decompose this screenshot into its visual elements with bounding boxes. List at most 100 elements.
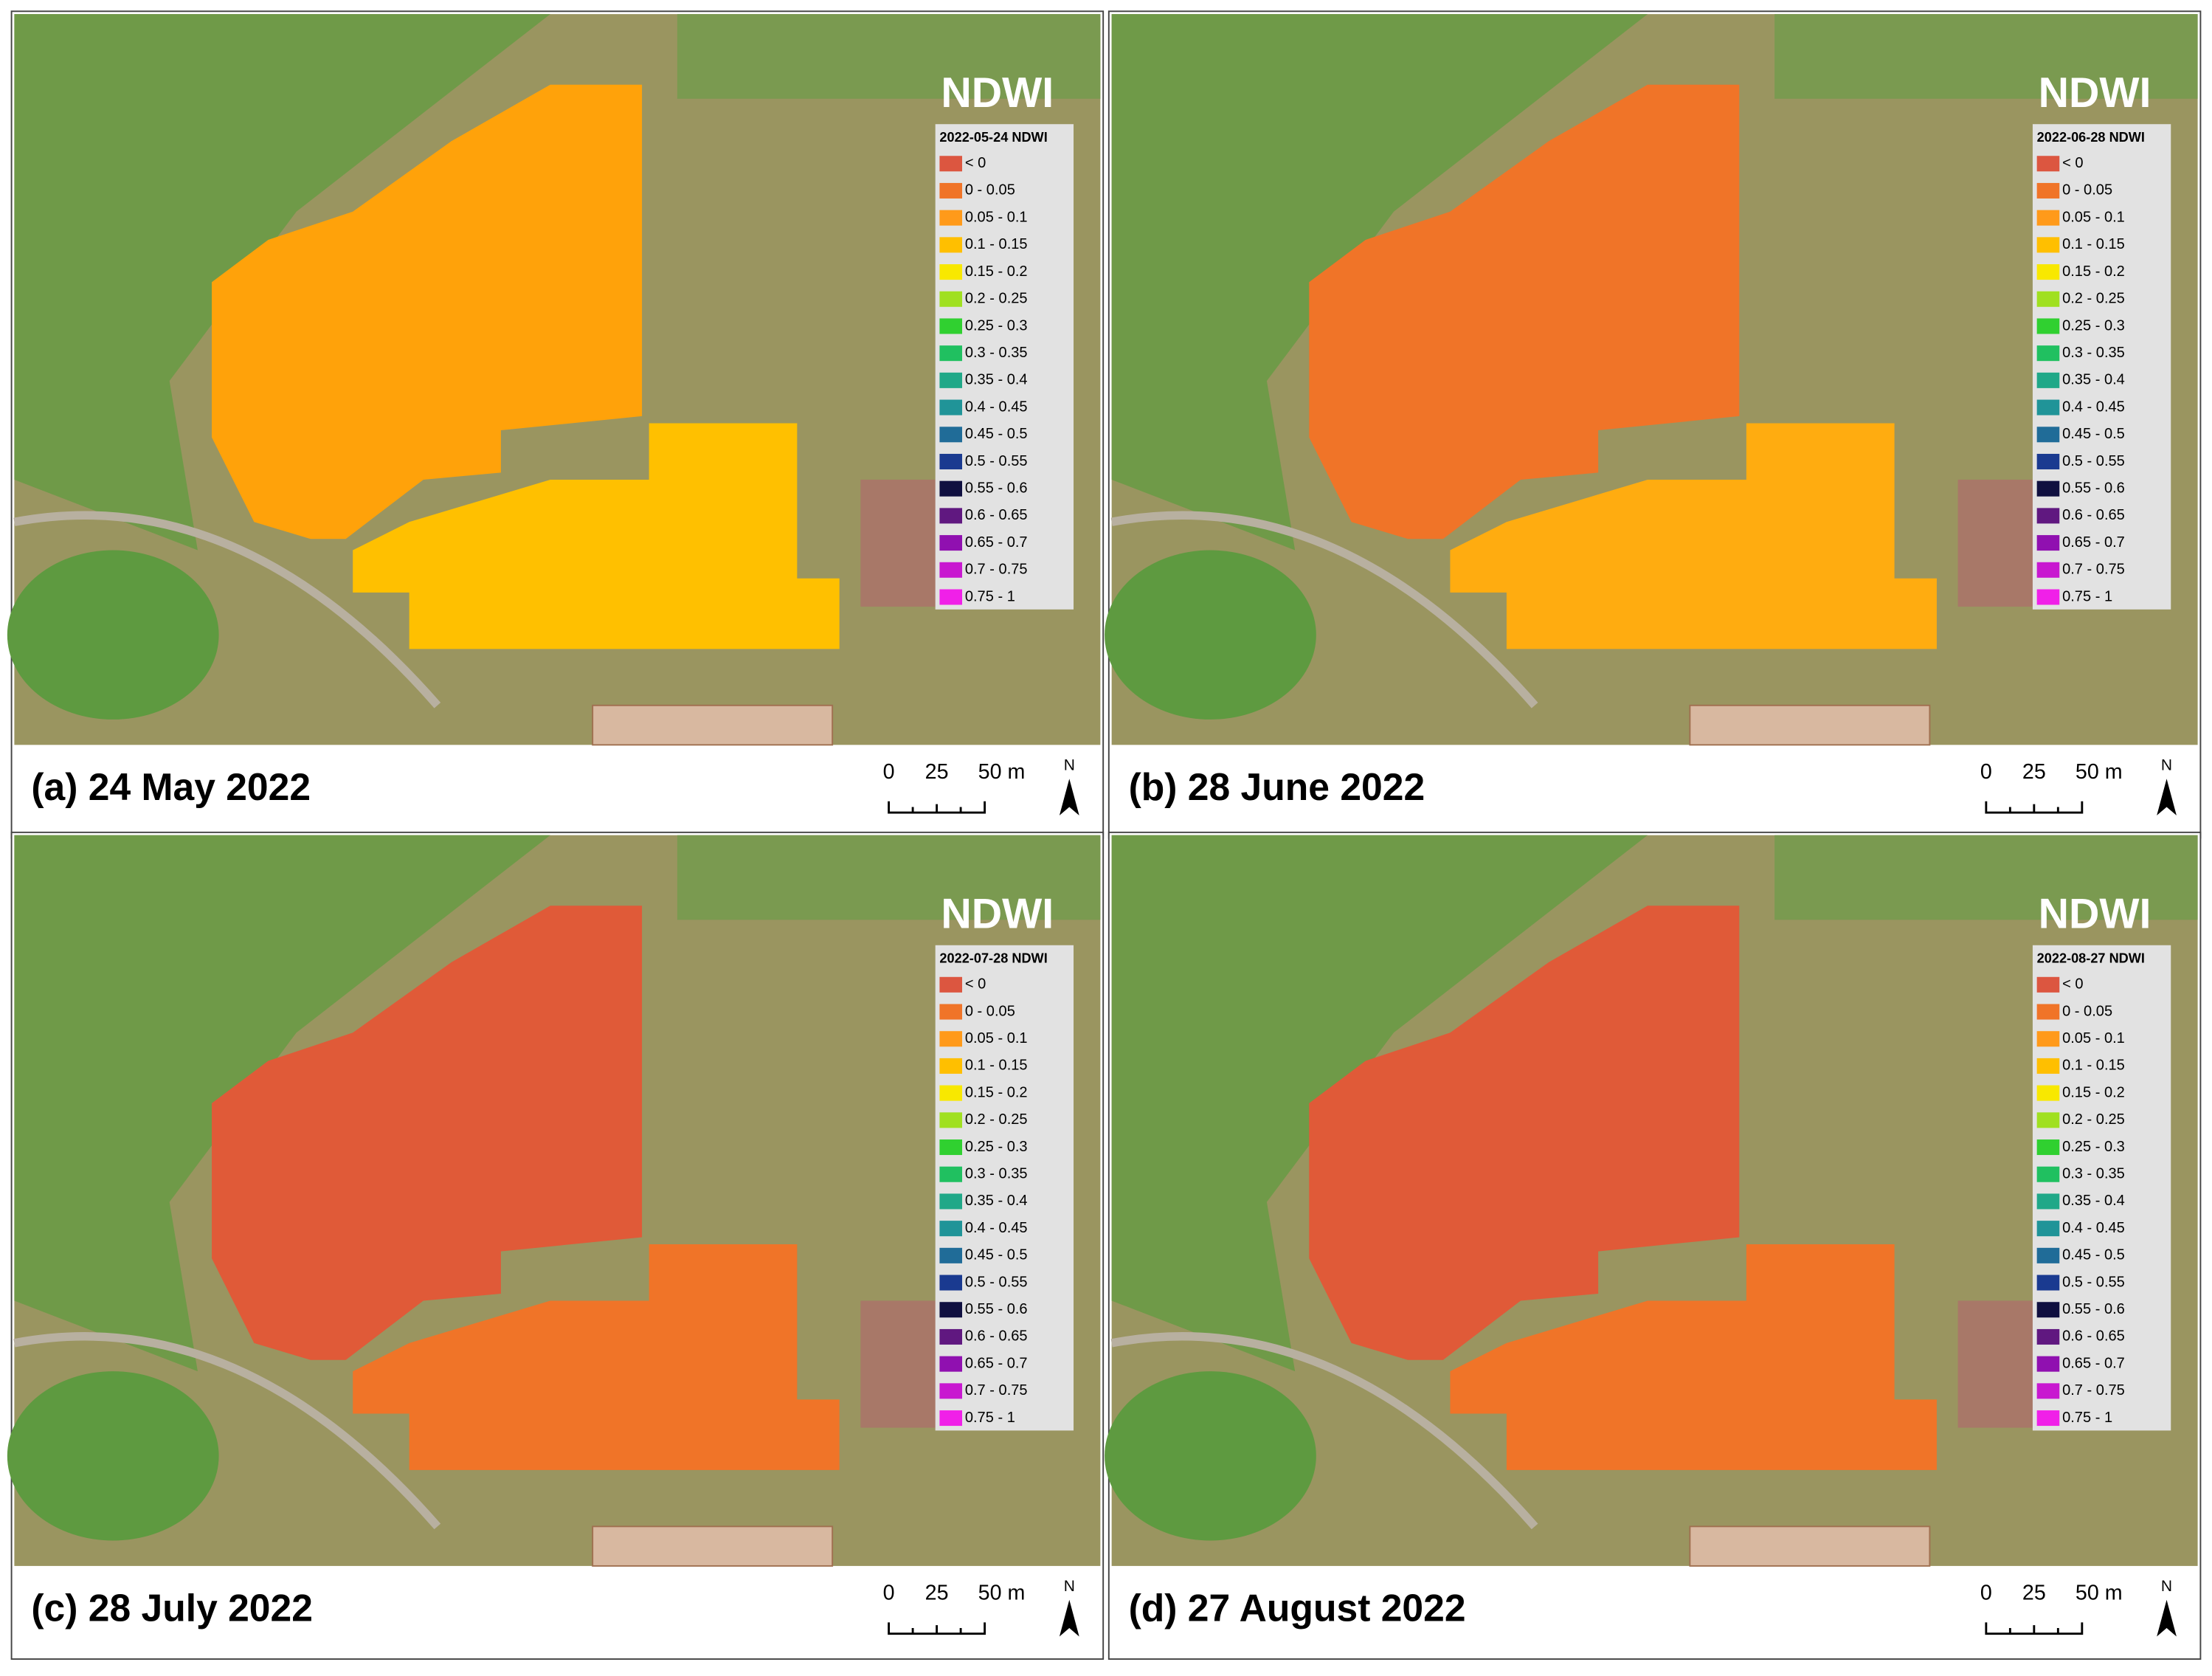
legend-label: 0.45 - 0.5 — [965, 1247, 1028, 1263]
legend-swatch — [2036, 589, 2060, 605]
legend-swatch — [2036, 453, 2060, 469]
north-arrow — [1059, 1599, 1079, 1637]
legend-label: 0.15 - 0.2 — [2062, 263, 2125, 280]
legend-label: 0.3 - 0.35 — [2062, 1166, 2125, 1182]
legend-box — [935, 124, 1074, 610]
legend-swatch — [2036, 1112, 2060, 1128]
legend-label: 0.55 - 0.6 — [2062, 1301, 2125, 1317]
legend-label: < 0 — [2062, 976, 2083, 993]
scale-bar — [888, 801, 986, 814]
legend-swatch — [2036, 1085, 2060, 1101]
north-label: N — [1064, 757, 1075, 774]
north-label: N — [1064, 1578, 1075, 1595]
legend-label: 0.2 - 0.25 — [965, 1111, 1028, 1128]
legend-box — [2032, 945, 2171, 1431]
legend-swatch — [939, 1383, 963, 1399]
scale-bar — [888, 1622, 986, 1635]
legend-label: 0.7 - 0.75 — [965, 562, 1028, 578]
legend-label: 0.2 - 0.25 — [2062, 291, 2125, 307]
legend-swatch — [2036, 318, 2060, 334]
legend-label: 0.45 - 0.5 — [965, 426, 1028, 442]
north-arrow — [2157, 779, 2177, 815]
legend-label: 0.75 - 1 — [965, 588, 1015, 604]
panel-caption: (a) 24 May 2022 — [31, 765, 311, 808]
scale-label: 50 m — [978, 760, 1026, 784]
legend-swatch — [2036, 1031, 2060, 1047]
legend-label: 0.6 - 0.65 — [2062, 1328, 2125, 1345]
building — [592, 704, 834, 746]
legend-header: 2022-08-27 NDWI — [2037, 951, 2145, 966]
legend-label: 0.65 - 0.7 — [2062, 1355, 2125, 1371]
legend-swatch — [2036, 345, 2060, 362]
legend-swatch — [2036, 1139, 2060, 1156]
legend-swatch — [939, 1058, 963, 1074]
legend-swatch — [2036, 1058, 2060, 1074]
legend-label: 0.1 - 0.15 — [965, 236, 1028, 252]
legend-label: 0.65 - 0.7 — [2062, 534, 2125, 551]
ndwi-field — [212, 906, 643, 1360]
legend-swatch — [2036, 264, 2060, 280]
legend-label: 0.55 - 0.6 — [965, 1301, 1028, 1317]
legend-swatch — [939, 345, 963, 362]
ndwi-field — [353, 423, 840, 649]
panel-caption: (b) 28 June 2022 — [1129, 765, 1425, 808]
legend-swatch — [939, 453, 963, 469]
panel-caption: (d) 27 August 2022 — [1129, 1587, 1466, 1630]
scale-label: 50 m — [2076, 760, 2123, 784]
legend-label: 0.7 - 0.75 — [965, 1382, 1028, 1399]
legend-box — [2032, 124, 2171, 610]
legend-label: < 0 — [965, 976, 986, 993]
legend-label: 0.05 - 0.1 — [965, 1030, 1028, 1046]
legend-swatch — [2036, 1193, 2060, 1210]
legend-swatch — [939, 291, 963, 307]
legend-swatch — [939, 237, 963, 253]
legend-label: 0.7 - 0.75 — [2062, 562, 2125, 578]
legend-label: 0.3 - 0.35 — [965, 345, 1028, 361]
legend-label: 0.75 - 1 — [2062, 588, 2112, 604]
legend-label: 0.25 - 0.3 — [965, 1139, 1028, 1155]
grass-area — [14, 835, 550, 1372]
legend-swatch — [939, 976, 963, 993]
legend-label: 0.6 - 0.65 — [965, 1328, 1028, 1345]
scale-label: 50 m — [978, 1582, 1026, 1605]
legend-label: 0.4 - 0.45 — [965, 1220, 1028, 1236]
legend-label: 0.75 - 1 — [965, 1410, 1015, 1426]
legend-label: 0.35 - 0.4 — [2062, 1193, 2125, 1209]
ndwi-field — [212, 84, 643, 539]
grass-area — [14, 14, 550, 551]
scale-label: 50 m — [2076, 1582, 2123, 1605]
legend-swatch — [939, 182, 963, 199]
legend-label: 0.05 - 0.1 — [2062, 209, 2125, 225]
legend-label: 0.2 - 0.25 — [965, 291, 1028, 307]
grass-area — [1111, 835, 1648, 1372]
map-panel: NDWI 2022-08-27 NDWI < 0 0 - 0.05 0.05 - 0.1… — [1105, 831, 2202, 1661]
legend-swatch — [2036, 480, 2060, 497]
legend-swatch — [2036, 1247, 2060, 1263]
legend-swatch — [2036, 1275, 2060, 1291]
legend-swatch — [939, 535, 963, 551]
legend-label: < 0 — [965, 155, 986, 171]
legend-swatch — [2036, 182, 2060, 199]
map-panel: NDWI 2022-06-28 NDWI < 0 0 - 0.05 0.05 - 0.1… — [1105, 10, 2202, 839]
scale-label: 25 — [2022, 760, 2046, 784]
legend-title: NDWI — [2039, 891, 2151, 938]
legend-label: 0.55 - 0.6 — [965, 480, 1028, 496]
legend-label: 0.65 - 0.7 — [965, 1355, 1028, 1371]
legend-label: 0.25 - 0.3 — [2062, 317, 2125, 334]
legend-label: 0 - 0.05 — [2062, 1003, 2112, 1019]
scale-bar — [1985, 1622, 2084, 1635]
legend-swatch — [2036, 237, 2060, 253]
legend-swatch — [939, 1356, 963, 1372]
legend-box — [935, 945, 1074, 1431]
legend-swatch — [2036, 508, 2060, 524]
legend-swatch — [2036, 562, 2060, 578]
building — [1689, 704, 1931, 746]
legend-label: 0 - 0.05 — [2062, 182, 2112, 199]
legend-swatch — [2036, 1166, 2060, 1182]
legend-label: 0 - 0.05 — [965, 182, 1015, 199]
legend-label: 0.1 - 0.15 — [2062, 1058, 2125, 1074]
grass-area — [677, 14, 1101, 99]
legend-label: 0.1 - 0.15 — [965, 1058, 1028, 1074]
